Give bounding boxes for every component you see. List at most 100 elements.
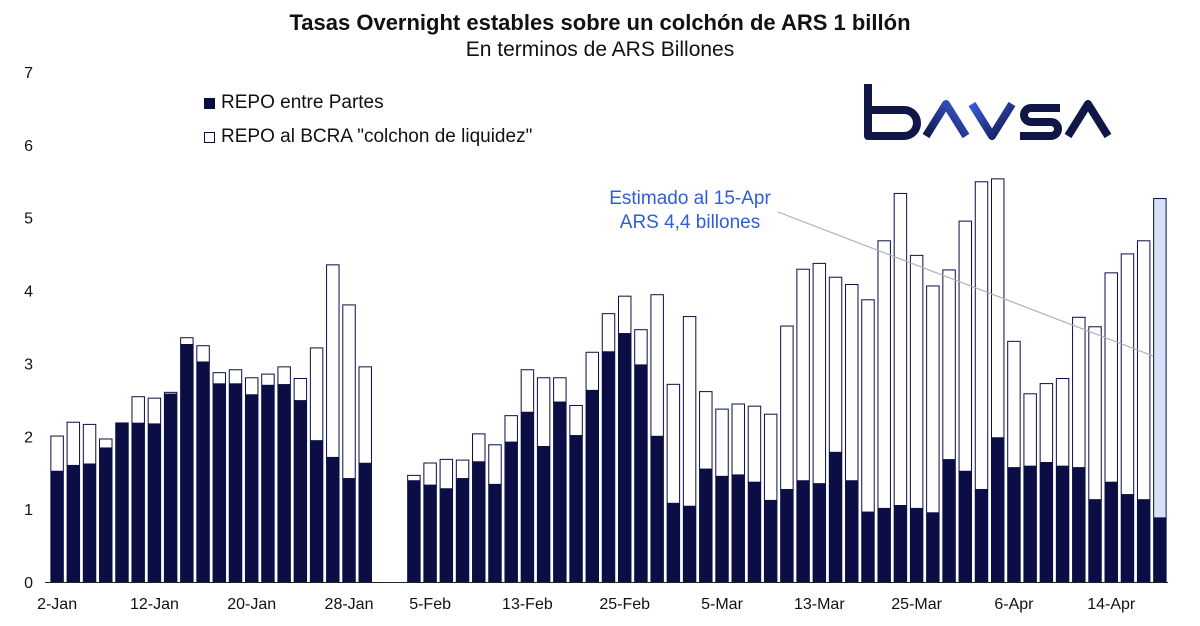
x-tick-label: 14-Apr: [1087, 596, 1136, 613]
bar-repo-bcra: [828, 276, 843, 453]
bar-repo-partes: [569, 435, 583, 582]
bar-repo-partes: [1136, 499, 1151, 582]
bar-repo-partes: [423, 485, 437, 582]
bar-repo-bcra: [163, 391, 178, 395]
bar-repo-bcra: [504, 415, 518, 443]
bar-repo-bcra: [1039, 383, 1054, 464]
bar-repo-partes: [926, 512, 940, 582]
bar-repo-partes: [66, 465, 81, 582]
bar-repo-partes: [666, 503, 681, 582]
x-tick-label: 20-Jan: [227, 596, 276, 613]
bar-repo-partes: [617, 333, 632, 582]
bar-repo-partes: [958, 471, 973, 582]
bar-repo-bcra: [553, 377, 567, 403]
y-tick-label: 7: [24, 65, 33, 82]
bar-repo-bcra: [423, 462, 437, 486]
bar-repo-partes: [796, 480, 810, 582]
y-tick-label: 0: [24, 575, 33, 592]
bar-repo-partes: [1039, 462, 1054, 582]
x-tick-label: 28-Jan: [325, 596, 374, 613]
bar-repo-bcra: [115, 422, 129, 425]
bar-repo-bcra: [1120, 253, 1135, 496]
bar-repo-bcra: [812, 262, 827, 485]
bar-repo-bcra: [455, 459, 470, 480]
x-tick-label: 13-Feb: [502, 596, 553, 613]
bar-repo-bcra: [358, 366, 372, 464]
bar-repo-partes: [50, 471, 64, 582]
bar-repo-partes: [634, 364, 648, 582]
legend: REPO entre Partes REPO al BCRA "colchon …: [204, 86, 532, 154]
bar-repo-partes: [180, 344, 194, 582]
bar-repo-bcra: [82, 423, 97, 465]
bar-repo-bcra: [634, 329, 648, 366]
bar-repo-bcra: [763, 413, 778, 501]
bar-repo-partes: [585, 390, 600, 582]
bar-repo-partes: [342, 478, 356, 582]
bar-repo-partes: [553, 402, 567, 582]
bar-repo-partes: [293, 400, 308, 582]
bar-repo-bcra: [326, 264, 340, 458]
bar-repo-bcra: [66, 421, 81, 466]
bar-repo-bcra: [520, 369, 535, 413]
bar-repo-partes: [601, 351, 616, 582]
bar-repo-partes: [472, 461, 486, 582]
bar-repo-partes: [845, 480, 859, 582]
bar-repo-bcra: [926, 285, 940, 514]
bar-repo-partes: [439, 488, 454, 582]
x-tick-label: 12-Jan: [130, 596, 179, 613]
bar-repo-bcra: [309, 347, 324, 442]
y-tick-label: 2: [24, 429, 33, 446]
bar-repo-bcra: [1055, 378, 1070, 467]
bar-repo-bcra: [942, 269, 956, 461]
bar-repo-bcra: [780, 325, 794, 490]
bar-repo-bcra: [439, 458, 454, 490]
bar-repo-bcra: [617, 295, 632, 335]
bar-repo-bcra: [212, 372, 227, 385]
bar-repo-partes: [990, 437, 1005, 582]
bar-repo-partes: [715, 476, 729, 582]
bar-repo-partes: [974, 489, 989, 582]
bar-repo-bcra: [196, 345, 210, 363]
bar-repo-partes: [828, 452, 843, 582]
bar-repo-partes: [861, 512, 875, 582]
bar-repo-partes: [163, 394, 178, 582]
legend-swatch-white: [204, 131, 215, 143]
bar-repo-bcra: [293, 378, 308, 402]
bar-repo-partes: [1153, 517, 1167, 582]
bavsa-logo: [864, 84, 1112, 140]
bar-repo-partes: [212, 383, 227, 582]
bar-repo-partes: [699, 469, 713, 582]
bar-repo-partes: [1023, 466, 1037, 582]
annotation-line1: Estimado al 15-Apr: [609, 188, 771, 209]
bar-repo-bcra: [747, 405, 762, 483]
bar-repo-partes: [131, 423, 145, 582]
bar-repo-bcra: [488, 444, 502, 485]
bar-repo-bcra: [682, 316, 697, 507]
x-tick-label: 2-Jan: [37, 596, 77, 613]
bar-repo-partes: [812, 483, 827, 582]
bar-repo-partes: [909, 508, 924, 582]
bar-repo-partes: [763, 500, 778, 582]
bar-repo-bcra: [261, 373, 275, 386]
bar-repo-bcra: [1023, 393, 1037, 467]
bar-repo-partes: [1072, 467, 1086, 582]
y-tick-label: 6: [24, 138, 33, 155]
bar-repo-partes: [244, 394, 259, 582]
bar-repo-bcra: [50, 435, 64, 472]
bar-repo-bcra: [861, 299, 875, 513]
bar-repo-bcra: [1007, 340, 1021, 469]
bar-repo-partes: [261, 385, 275, 582]
bar-repo-bcra: [699, 391, 713, 470]
bar-repo-partes: [682, 506, 697, 582]
bar-repo-bcra: [536, 377, 551, 447]
bar-repo-bcra: [731, 403, 745, 476]
bar-repo-partes: [1120, 494, 1135, 582]
bar-repo-partes: [1007, 467, 1021, 582]
bar-repo-partes: [1104, 482, 1118, 582]
bar-repo-partes: [1088, 499, 1102, 582]
bar-repo-bcra: [569, 404, 583, 437]
bar-repo-partes: [99, 447, 113, 582]
bar-repo-bcra: [244, 377, 259, 396]
bar-repo-partes: [780, 489, 794, 582]
bar-repo-bcra: [1136, 240, 1151, 501]
